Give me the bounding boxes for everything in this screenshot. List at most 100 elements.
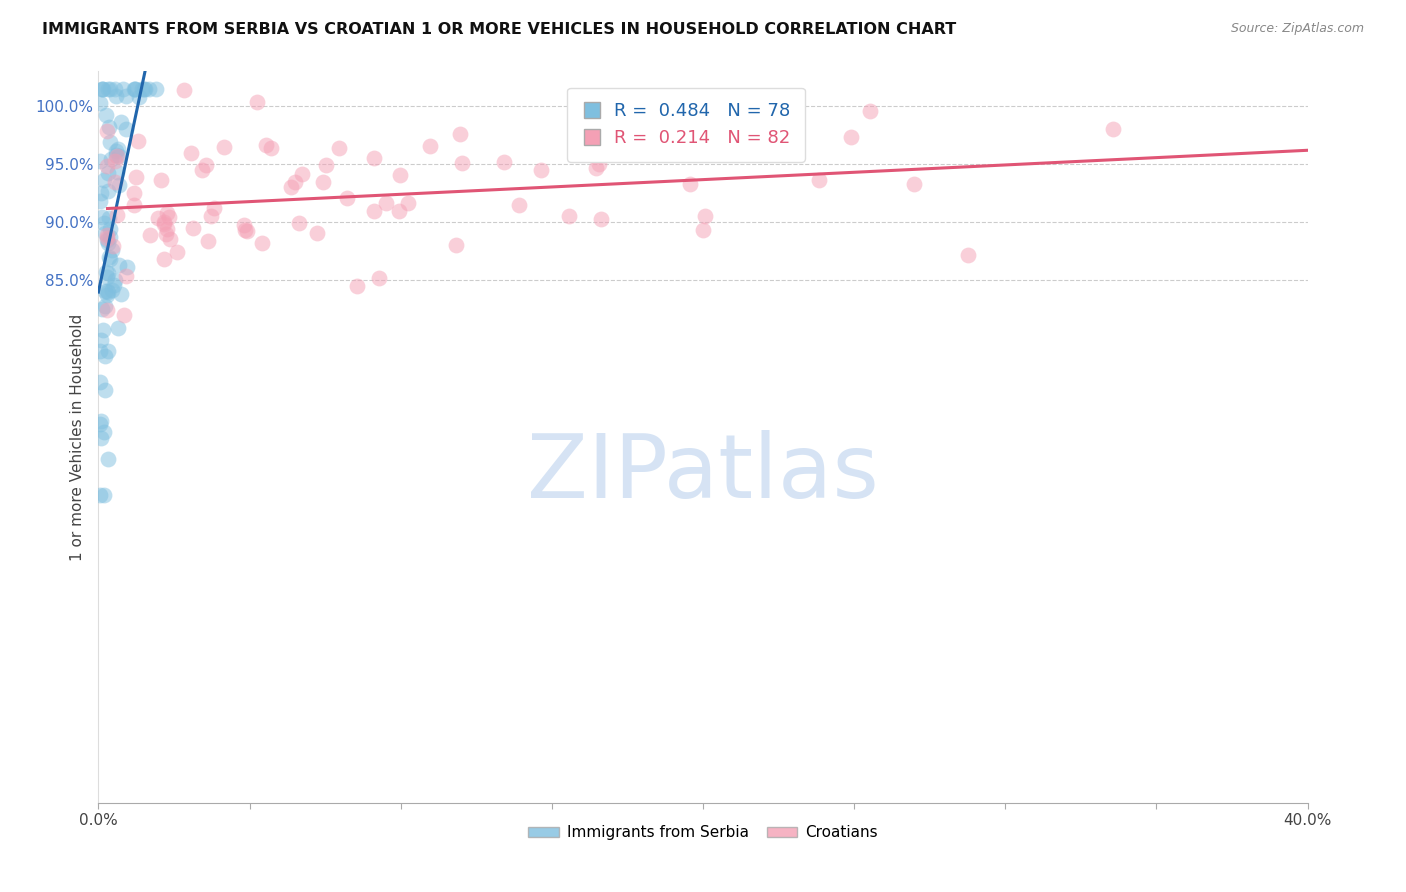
Point — [105, 165, 128, 179]
Point — [94, 265, 117, 279]
Point — [89, 488, 111, 502]
Point — [131, 82, 153, 96]
Point — [108, 149, 131, 163]
Point — [146, 211, 169, 225]
Point — [104, 144, 127, 158]
Point — [155, 227, 177, 241]
Point — [388, 204, 411, 219]
Point — [346, 278, 368, 293]
Point — [585, 161, 607, 175]
Point — [108, 178, 131, 192]
Point — [98, 252, 121, 267]
Point — [93, 488, 115, 502]
Point — [558, 209, 581, 223]
Point — [250, 235, 273, 250]
Point — [90, 431, 112, 445]
Point — [100, 135, 122, 149]
Point — [328, 141, 350, 155]
Point — [194, 158, 217, 172]
Point — [103, 278, 125, 293]
Point — [156, 222, 179, 236]
Point — [157, 210, 180, 224]
Y-axis label: 1 or more Vehicles in Household: 1 or more Vehicles in Household — [69, 313, 84, 561]
Point — [291, 167, 314, 181]
Point — [96, 123, 118, 137]
Point — [233, 223, 256, 237]
Point — [104, 148, 127, 162]
Point — [315, 158, 337, 172]
Point — [124, 82, 146, 96]
Point — [93, 216, 115, 230]
Point — [97, 250, 120, 264]
Point — [173, 83, 195, 97]
Point — [89, 154, 111, 169]
Point — [93, 172, 115, 186]
Point — [89, 343, 111, 358]
Point — [451, 156, 474, 170]
Point — [96, 303, 118, 318]
Point — [97, 452, 120, 467]
Point — [101, 243, 124, 257]
Point — [693, 209, 716, 223]
Point — [254, 138, 277, 153]
Point — [96, 285, 118, 299]
Point — [107, 142, 129, 156]
Point — [89, 194, 111, 208]
Point — [367, 271, 389, 285]
Point — [104, 273, 127, 287]
Point — [284, 175, 307, 189]
Point — [112, 308, 135, 322]
Point — [94, 226, 117, 240]
Point — [363, 151, 385, 165]
Point — [91, 323, 114, 337]
Point — [97, 211, 120, 225]
Point — [166, 245, 188, 260]
Point — [91, 210, 114, 224]
Point — [104, 175, 127, 189]
Point — [152, 252, 174, 266]
Point — [107, 320, 129, 334]
Text: ZIPatlas: ZIPatlas — [527, 430, 879, 517]
Text: Source: ZipAtlas.com: Source: ZipAtlas.com — [1230, 22, 1364, 36]
Point — [90, 414, 112, 428]
Point — [335, 190, 357, 204]
Point — [97, 236, 120, 251]
Point — [97, 120, 120, 134]
Point — [859, 104, 882, 119]
Point — [110, 115, 132, 129]
Point — [94, 383, 117, 397]
Point — [97, 166, 120, 180]
Point — [132, 82, 155, 96]
Point — [89, 417, 111, 432]
Point — [288, 216, 311, 230]
Point — [374, 195, 396, 210]
Point — [94, 349, 117, 363]
Point — [1102, 122, 1125, 136]
Point — [149, 173, 172, 187]
Point — [202, 201, 225, 215]
Point — [145, 82, 167, 96]
Point — [212, 139, 235, 153]
Point — [449, 128, 471, 142]
Point — [122, 198, 145, 212]
Text: IMMIGRANTS FROM SERBIA VS CROATIAN 1 OR MORE VEHICLES IN HOUSEHOLD CORRELATION C: IMMIGRANTS FROM SERBIA VS CROATIAN 1 OR … — [42, 22, 956, 37]
Point — [94, 284, 117, 298]
Point — [90, 186, 112, 200]
Point — [589, 212, 612, 227]
Point — [127, 134, 149, 148]
Point — [678, 177, 700, 191]
Point — [104, 82, 127, 96]
Point — [96, 108, 118, 122]
Point — [233, 218, 256, 232]
Point — [90, 82, 112, 96]
Point — [89, 96, 111, 111]
Point — [134, 82, 156, 96]
Point — [307, 227, 329, 241]
Point — [96, 233, 118, 247]
Point — [235, 224, 257, 238]
Point — [108, 258, 131, 272]
Point — [91, 82, 114, 96]
Point — [530, 163, 553, 178]
Point — [96, 159, 118, 173]
Point — [153, 217, 176, 231]
